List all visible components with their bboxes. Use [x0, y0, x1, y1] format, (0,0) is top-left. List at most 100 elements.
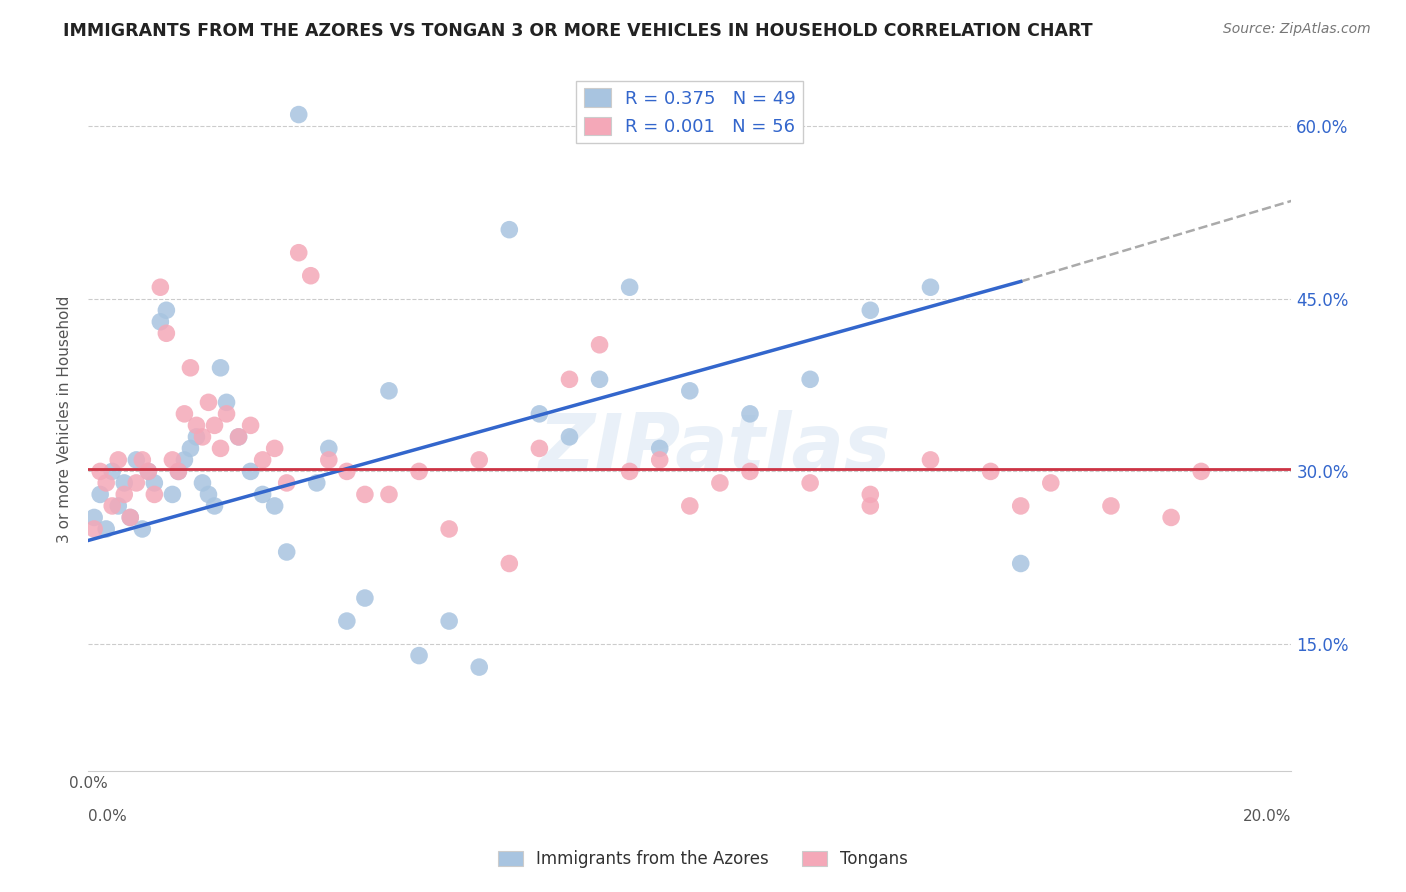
Point	[204, 499, 226, 513]
Text: Source: ZipAtlas.com: Source: ZipAtlas.com	[1223, 22, 1371, 37]
Point	[143, 475, 166, 490]
Point	[648, 453, 671, 467]
Point	[162, 453, 184, 467]
Point	[738, 464, 761, 478]
Point	[679, 384, 702, 398]
Point	[305, 475, 328, 490]
Point	[89, 464, 111, 478]
Point	[378, 487, 401, 501]
Point	[588, 338, 610, 352]
Point	[1099, 499, 1122, 513]
Text: IMMIGRANTS FROM THE AZORES VS TONGAN 3 OR MORE VEHICLES IN HOUSEHOLD CORRELATION: IMMIGRANTS FROM THE AZORES VS TONGAN 3 O…	[63, 22, 1092, 40]
Point	[101, 499, 124, 513]
Point	[112, 487, 135, 501]
Point	[648, 442, 671, 456]
Legend: R = 0.375   N = 49, R = 0.001   N = 56: R = 0.375 N = 49, R = 0.001 N = 56	[576, 81, 803, 144]
Point	[1160, 510, 1182, 524]
Point	[529, 407, 551, 421]
Legend: Immigrants from the Azores, Tongans: Immigrants from the Azores, Tongans	[491, 844, 915, 875]
Point	[738, 407, 761, 421]
Point	[252, 487, 274, 501]
Point	[83, 510, 105, 524]
Point	[186, 430, 208, 444]
Point	[799, 475, 821, 490]
Point	[558, 430, 581, 444]
Point	[276, 545, 298, 559]
Point	[336, 614, 359, 628]
Point	[191, 475, 214, 490]
Point	[287, 245, 309, 260]
Point	[263, 499, 285, 513]
Point	[89, 487, 111, 501]
Point	[125, 453, 148, 467]
Point	[619, 464, 641, 478]
Point	[167, 464, 190, 478]
Point	[498, 222, 520, 236]
Point	[239, 418, 262, 433]
Point	[136, 464, 159, 478]
Point	[276, 475, 298, 490]
Point	[378, 384, 401, 398]
Point	[252, 453, 274, 467]
Point	[83, 522, 105, 536]
Point	[588, 372, 610, 386]
Point	[920, 453, 942, 467]
Point	[197, 487, 219, 501]
Point	[215, 395, 238, 409]
Point	[96, 475, 118, 490]
Point	[529, 442, 551, 456]
Point	[143, 487, 166, 501]
Point	[120, 510, 142, 524]
Point	[239, 464, 262, 478]
Point	[468, 660, 491, 674]
Point	[318, 442, 340, 456]
Point	[859, 303, 882, 318]
Point	[112, 475, 135, 490]
Point	[155, 326, 177, 341]
Point	[197, 395, 219, 409]
Point	[155, 303, 177, 318]
Point	[299, 268, 322, 283]
Point	[1039, 475, 1062, 490]
Point	[162, 487, 184, 501]
Point	[498, 557, 520, 571]
Point	[619, 280, 641, 294]
Point	[354, 487, 377, 501]
Point	[859, 487, 882, 501]
Point	[191, 430, 214, 444]
Point	[131, 453, 153, 467]
Point	[131, 522, 153, 536]
Point	[179, 442, 201, 456]
Point	[173, 407, 195, 421]
Point	[799, 372, 821, 386]
Point	[287, 107, 309, 121]
Point	[107, 499, 129, 513]
Y-axis label: 3 or more Vehicles in Household: 3 or more Vehicles in Household	[58, 296, 72, 543]
Point	[679, 499, 702, 513]
Point	[204, 418, 226, 433]
Point	[437, 522, 460, 536]
Point	[215, 407, 238, 421]
Point	[859, 499, 882, 513]
Point	[1189, 464, 1212, 478]
Point	[136, 464, 159, 478]
Point	[228, 430, 250, 444]
Point	[107, 453, 129, 467]
Point	[149, 315, 172, 329]
Point	[120, 510, 142, 524]
Point	[101, 464, 124, 478]
Point	[263, 442, 285, 456]
Text: 20.0%: 20.0%	[1243, 809, 1292, 824]
Point	[1010, 499, 1032, 513]
Point	[437, 614, 460, 628]
Point	[186, 418, 208, 433]
Point	[228, 430, 250, 444]
Point	[1010, 557, 1032, 571]
Point	[408, 648, 430, 663]
Text: ZIPatlas: ZIPatlas	[537, 409, 890, 486]
Point	[920, 280, 942, 294]
Point	[468, 453, 491, 467]
Point	[209, 442, 232, 456]
Point	[173, 453, 195, 467]
Point	[125, 475, 148, 490]
